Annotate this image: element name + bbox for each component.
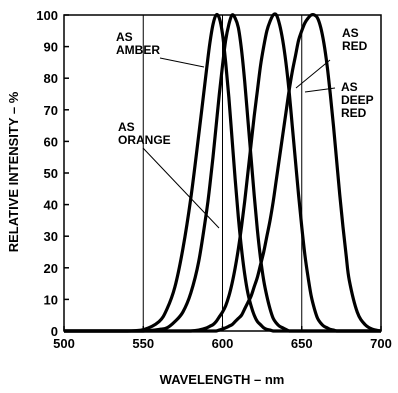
annotations: AS AMBER AS ORANGE AS RED AS DEEP RED [116, 26, 374, 229]
annotation-as-red: AS RED [342, 26, 368, 53]
y-tick-label: 20 [44, 261, 58, 276]
y-tick-label: 50 [44, 166, 58, 181]
annotation-as-orange: AS ORANGE [118, 120, 171, 147]
x-tick-label: 600 [212, 336, 234, 351]
y-tick-label: 0 [51, 324, 58, 339]
y-tick-label: 70 [44, 103, 58, 118]
y-axis-label: RELATIVE INTENSITY – % [6, 91, 21, 252]
y-tick-label: 40 [44, 198, 58, 213]
y-tick-label: 60 [44, 134, 58, 149]
annotation-leader-as-orange [142, 147, 220, 229]
y-axis-ticks: 0 10 20 30 40 50 60 70 80 90 100 [36, 8, 69, 339]
x-axis-ticks: 500 550 600 650 700 [53, 326, 392, 351]
x-axis-label: WAVELENGTH – nm [160, 372, 285, 387]
y-tick-label: 80 [44, 71, 58, 86]
x-tick-label: 500 [53, 336, 75, 351]
annotation-as-amber: AS AMBER [116, 30, 160, 57]
annotation-leader-as-amber [159, 57, 205, 68]
y-tick-label: 90 [44, 40, 58, 55]
x-tick-label: 700 [370, 336, 392, 351]
series-line-as-red [64, 12, 381, 333]
y-tick-label: 100 [36, 8, 58, 23]
annotation-as-deep-red: AS DEEP RED [341, 80, 374, 120]
annotation-leader-as-deep-red [304, 87, 336, 93]
x-tick-label: 550 [132, 336, 154, 351]
annotation-leader-as-red [295, 59, 331, 89]
x-tick-label: 650 [291, 336, 313, 351]
y-tick-label: 30 [44, 229, 58, 244]
y-tick-label: 10 [44, 292, 58, 307]
